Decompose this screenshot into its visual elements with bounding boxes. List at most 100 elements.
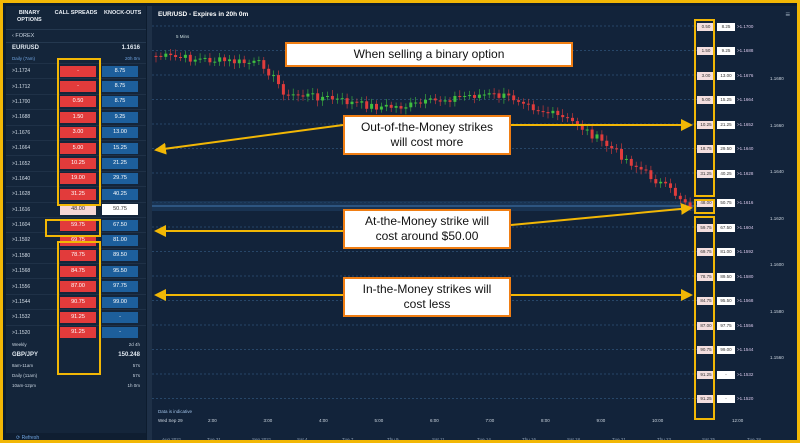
ladder-ko-button[interactable]: - xyxy=(717,370,735,379)
call-spread-price-button[interactable]: 10.25 xyxy=(60,158,96,170)
strike-row: >1.1580 78.75 89.50 xyxy=(6,247,146,263)
forex-group[interactable]: ‹ FOREX xyxy=(6,30,146,43)
tab-call-spreads[interactable]: CALL SPREADS xyxy=(54,10,98,16)
symbol-row[interactable]: EUR/USD 1.1616 xyxy=(6,43,146,54)
refresh-label: Refresh xyxy=(21,435,40,441)
ladder-call-button[interactable]: 5.00 xyxy=(697,96,715,104)
ladder-call-button[interactable]: 87.00 xyxy=(697,321,715,330)
gbp-expiry-row[interactable]: 10am-12pm 1h 0m xyxy=(6,381,146,391)
ladder-ko-button[interactable]: 15.25 xyxy=(717,96,735,104)
call-spread-price-button[interactable]: 69.75 xyxy=(60,234,96,246)
callout-itm: In-the-Money strikes will cost less xyxy=(343,277,511,317)
ladder-call-button[interactable]: 84.75 xyxy=(697,297,715,305)
tab-binary-options[interactable]: BINARY OPTIONS xyxy=(16,10,42,23)
call-spread-price-button[interactable]: - xyxy=(60,81,96,93)
ladder-ko-button[interactable]: 50.75 xyxy=(717,199,735,207)
call-spread-price-button[interactable]: 1.50 xyxy=(60,111,96,123)
ladder-ko-button[interactable]: 95.50 xyxy=(717,297,735,305)
refresh-button[interactable]: ⟳ Refresh xyxy=(6,433,146,441)
tab-knock-outs[interactable]: KNOCK-OUTS xyxy=(104,10,142,16)
knock-out-price-button[interactable]: 99.00 xyxy=(102,296,138,308)
left-scrollbar[interactable] xyxy=(147,6,152,440)
candle-body xyxy=(409,102,413,108)
gbp-expiry-value: 57s xyxy=(132,373,140,379)
gbp-symbol-row[interactable]: GBP/JPY 150.248 xyxy=(6,350,146,361)
knock-out-price-button[interactable]: 15.25 xyxy=(102,142,138,154)
ladder-call-button[interactable]: 0.50 xyxy=(697,22,715,31)
gbp-expiry-row[interactable]: 8am-11am 57s xyxy=(6,361,146,371)
candle-body xyxy=(213,61,217,63)
ladder-ko-button[interactable]: 13.00 xyxy=(717,71,735,80)
ladder-row: 1.50 9.25 >1.1688 xyxy=(697,46,797,57)
call-spread-price-button[interactable]: 84.75 xyxy=(60,265,96,277)
knock-out-price-button[interactable]: - xyxy=(102,311,138,323)
knock-out-price-button[interactable]: 50.75 xyxy=(102,204,138,216)
ladder-call-button[interactable]: 3.00 xyxy=(697,71,715,80)
ladder-ko-button[interactable]: 97.75 xyxy=(717,321,735,330)
ladder-call-button[interactable]: 90.75 xyxy=(697,346,715,354)
ladder-call-button[interactable]: 18.75 xyxy=(697,145,715,153)
knock-out-price-button[interactable]: 40.25 xyxy=(102,188,138,200)
knock-out-price-button[interactable]: 21.25 xyxy=(102,158,138,170)
call-spread-price-button[interactable]: 19.00 xyxy=(60,173,96,185)
knock-out-price-button[interactable]: 9.25 xyxy=(102,111,138,123)
expiry-row[interactable]: Daily (7am) 20h 0m xyxy=(6,54,146,63)
knock-out-price-button[interactable]: 97.75 xyxy=(102,281,138,293)
ladder-call-button[interactable]: 78.75 xyxy=(697,272,715,281)
call-spread-price-button[interactable]: 90.75 xyxy=(60,296,96,308)
call-spread-price-button[interactable]: 31.25 xyxy=(60,188,96,200)
candle-body xyxy=(281,84,285,95)
strike-row: >1.1592 69.75 81.00 xyxy=(6,232,146,247)
ladder-ko-button[interactable]: 21.25 xyxy=(717,120,735,129)
candle-body xyxy=(556,110,560,116)
knock-out-price-button[interactable]: 95.50 xyxy=(102,265,138,277)
candle-body xyxy=(634,165,638,167)
gbp-expiry-row[interactable]: Daily (11am) 57s xyxy=(6,371,146,381)
candle-body xyxy=(414,102,418,104)
call-spread-price-button[interactable]: - xyxy=(60,65,96,77)
ladder-ko-button[interactable]: 89.50 xyxy=(717,272,735,281)
knock-out-price-button[interactable]: 8.75 xyxy=(102,96,138,108)
knock-out-price-button[interactable]: - xyxy=(102,327,138,339)
knock-out-price-button[interactable]: 81.00 xyxy=(102,234,138,246)
knock-out-price-button[interactable]: 29.75 xyxy=(102,173,138,185)
time-tick: 4:00 xyxy=(319,418,328,423)
knock-out-price-button[interactable]: 13.00 xyxy=(102,127,138,139)
candle-body xyxy=(669,183,672,188)
ladder-call-button[interactable]: 1.50 xyxy=(697,47,715,55)
ladder-ko-button[interactable]: 8.25 xyxy=(717,22,735,31)
ladder-ko-button[interactable]: 99.00 xyxy=(717,346,735,354)
ladder-ko-button[interactable]: 9.25 xyxy=(717,47,735,55)
weekly-row[interactable]: Weekly 2d 4h xyxy=(6,340,146,350)
call-spread-price-button[interactable]: 5.00 xyxy=(60,142,96,154)
ladder-ko-button[interactable]: 67.50 xyxy=(717,223,735,232)
ladder-call-button[interactable]: 10.25 xyxy=(697,120,715,129)
call-spread-price-button[interactable]: 91.25 xyxy=(60,311,96,323)
ladder-strike-label: >1.1532 xyxy=(737,371,754,377)
menu-icon[interactable]: ≡ xyxy=(785,10,790,19)
ladder-call-button[interactable]: 91.25 xyxy=(697,370,715,379)
knock-out-price-button[interactable]: 89.50 xyxy=(102,250,138,262)
call-spread-price-button[interactable]: 91.25 xyxy=(60,327,96,339)
ladder-ko-button[interactable]: 81.00 xyxy=(717,248,735,256)
ladder-call-button[interactable]: 91.25 xyxy=(697,395,715,403)
ladder-call-button[interactable]: 31.25 xyxy=(697,169,715,178)
knock-out-price-button[interactable]: 67.50 xyxy=(102,219,138,231)
candle-body xyxy=(242,59,246,64)
call-spread-price-button[interactable]: 48.00 xyxy=(60,204,96,216)
candle-body xyxy=(639,166,643,170)
timeframe-label[interactable]: 5 Mins xyxy=(176,34,190,39)
ladder-call-button[interactable]: 69.75 xyxy=(697,248,715,256)
knock-out-price-button[interactable]: 8.75 xyxy=(102,81,138,93)
ladder-ko-button[interactable]: 29.50 xyxy=(717,145,735,153)
knock-out-price-button[interactable]: 8.75 xyxy=(102,65,138,77)
ladder-ko-button[interactable]: - xyxy=(717,395,735,403)
call-spread-price-button[interactable]: 87.00 xyxy=(60,281,96,293)
call-spread-price-button[interactable]: 3.00 xyxy=(60,127,96,139)
ladder-call-button[interactable]: 48.00 xyxy=(697,199,715,207)
ladder-ko-button[interactable]: 40.25 xyxy=(717,169,735,178)
call-spread-price-button[interactable]: 59.75 xyxy=(60,219,96,231)
ladder-call-button[interactable]: 59.75 xyxy=(697,223,715,232)
call-spread-price-button[interactable]: 0.50 xyxy=(60,96,96,108)
call-spread-price-button[interactable]: 78.75 xyxy=(60,250,96,262)
